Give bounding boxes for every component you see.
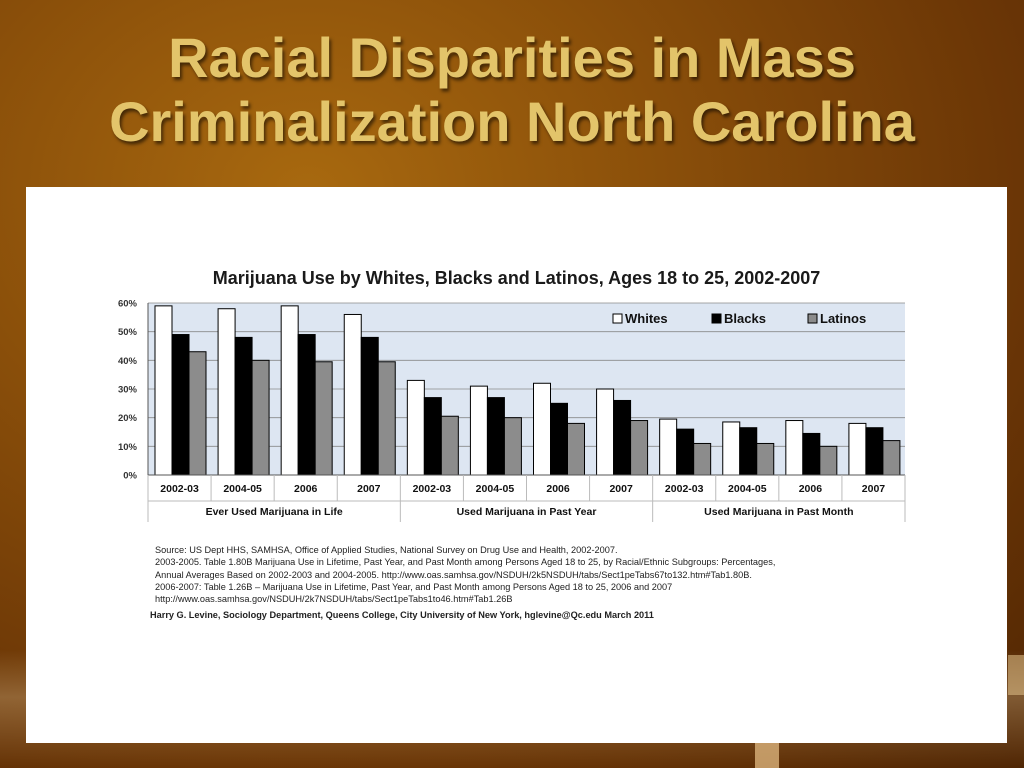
- x-category-label: 2002-03: [413, 483, 452, 495]
- group-label: Ever Used Marijuana in Life: [206, 506, 343, 518]
- bar-latinos: [440, 415, 459, 476]
- legend-swatch-latinos: [807, 313, 818, 324]
- x-category-label: 2006: [294, 483, 318, 495]
- bar-blacks: [739, 427, 758, 476]
- source-line: http://www.oas.samhsa.gov/NSDUH/2k7NSDUH…: [155, 594, 513, 605]
- author-credit: Harry G. Levine, Sociology Department, Q…: [150, 610, 654, 620]
- x-category-label: 2006: [546, 483, 570, 495]
- bar-whites: [848, 422, 867, 476]
- slide-title-line-1: Racial Disparities in Mass: [168, 26, 856, 89]
- x-category-label: 2007: [357, 483, 381, 495]
- bar-whites: [406, 379, 425, 476]
- bar-whites: [217, 308, 236, 476]
- x-category-label: 2006: [799, 483, 823, 495]
- bar-latinos: [251, 359, 270, 476]
- x-category-label: 2007: [609, 483, 633, 495]
- source-line: 2003-2005. Table 1.80B Marijuana Use in …: [155, 557, 776, 568]
- x-category-label: 2002-03: [665, 483, 704, 495]
- bar-whites: [596, 388, 615, 476]
- x-category-label: 2004-05: [476, 483, 515, 495]
- bar-latinos: [756, 442, 775, 476]
- bar-blacks: [865, 427, 884, 476]
- bar-whites: [785, 420, 804, 476]
- bar-blacks: [550, 402, 568, 476]
- group-label: Used Marijuana in Past Month: [704, 506, 853, 518]
- bar-latinos: [882, 440, 901, 476]
- bar-whites: [154, 305, 173, 476]
- bar-blacks: [802, 432, 821, 476]
- bar-whites: [469, 385, 488, 476]
- slide-title-line-2: Criminalization North Carolina: [109, 90, 915, 153]
- chart-title: Marijuana Use by Whites, Blacks and Lati…: [212, 268, 821, 288]
- y-tick-label: 10%: [118, 442, 138, 453]
- group-label: Used Marijuana in Past Year: [457, 506, 597, 518]
- legend-label: Latinos: [820, 311, 866, 326]
- source-line: 2006-2007: Table 1.26B – Marijuana Use i…: [155, 581, 673, 592]
- bar-blacks: [297, 334, 316, 476]
- bar-latinos: [567, 422, 585, 476]
- bar-latinos: [188, 351, 207, 476]
- bar-latinos: [314, 361, 333, 476]
- bar-whites: [533, 382, 551, 476]
- bar-blacks: [171, 334, 190, 476]
- slide-title: Racial Disparities in Mass Criminalizati…: [0, 26, 1024, 154]
- bar-latinos: [819, 445, 838, 476]
- bar-blacks: [360, 336, 379, 476]
- y-tick-label: 60%: [118, 299, 138, 310]
- legend-label: Blacks: [724, 311, 766, 326]
- source-note: Source: US Dept HHS, SAMHSA, Office of A…: [155, 544, 915, 605]
- bar-latinos: [693, 442, 712, 476]
- bar-whites: [722, 421, 741, 476]
- source-line: Source: US Dept HHS, SAMHSA, Office of A…: [155, 545, 618, 555]
- x-category-label: 2004-05: [223, 483, 262, 495]
- legend-swatch-whites: [612, 313, 623, 324]
- bar-latinos: [630, 420, 649, 476]
- y-tick-label: 40%: [118, 356, 138, 367]
- legend-label: Whites: [625, 311, 668, 326]
- bar-blacks: [613, 399, 632, 476]
- bar-blacks: [234, 336, 253, 476]
- y-tick-label: 20%: [118, 413, 138, 424]
- bar-blacks: [676, 428, 695, 476]
- bar-whites: [343, 313, 362, 476]
- y-tick-label: 50%: [118, 327, 138, 338]
- bar-blacks: [486, 397, 505, 476]
- legend-swatch-blacks: [711, 313, 722, 324]
- x-category-label: 2007: [862, 483, 886, 495]
- x-category-label: 2002-03: [160, 483, 199, 495]
- y-tick-label: 30%: [118, 385, 138, 396]
- bar-latinos: [377, 361, 396, 476]
- source-line: Annual Averages Based on 2002-2003 and 2…: [155, 569, 752, 580]
- x-category-label: 2004-05: [728, 483, 767, 495]
- bar-blacks: [423, 397, 442, 476]
- bar-latinos: [503, 417, 522, 476]
- y-tick-label: 0%: [123, 471, 137, 482]
- bar-whites: [659, 418, 678, 476]
- bar-whites: [280, 305, 299, 476]
